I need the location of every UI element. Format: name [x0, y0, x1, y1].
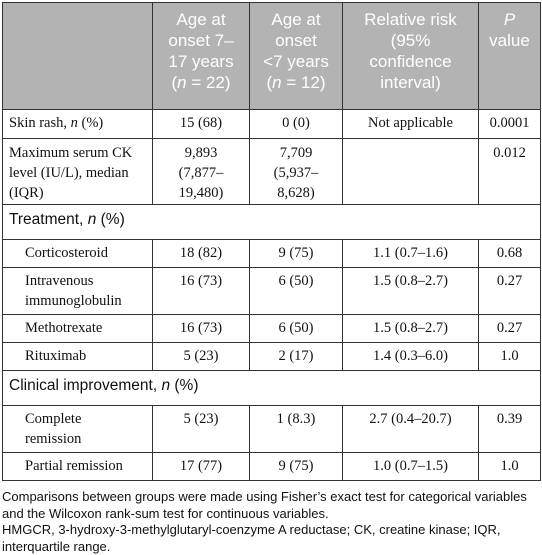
row-label: Corticosteroid: [2, 239, 153, 268]
cell-value: 0.68: [478, 239, 541, 268]
cell-value: 0.0001: [478, 109, 541, 139]
cell-value: 1.5 (0.8–2.7): [342, 267, 479, 315]
cell-value: 7,709 (5,937– 8,628): [249, 138, 343, 205]
table-row-corticosteroid: Corticosteroid 18 (82) 9 (75) 1.1 (0.7–1…: [2, 239, 541, 268]
table-row-skin-rash: Skin rash, n (%) 15 (68) 0 (0) Not appli…: [2, 109, 541, 139]
table-header-row: Age at onset 7– 17 years (n = 22) Age at…: [2, 2, 541, 110]
cell-value: 1.4 (0.3–6.0): [342, 342, 479, 371]
cell-value: 9 (75): [249, 239, 343, 268]
cell-value: 18 (82): [152, 239, 250, 268]
row-label: Rituximab: [2, 342, 153, 371]
table-row-ck: Maximum serum CK level (IU/L), median (I…: [2, 138, 541, 205]
table-row-methotrexate: Methotrexate 16 (73) 6 (50) 1.5 (0.8–2.7…: [2, 314, 541, 343]
table-row-rituximab: Rituximab 5 (23) 2 (17) 1.4 (0.3–6.0) 1.…: [2, 342, 541, 371]
cell-value: 0.012: [478, 138, 541, 205]
cell-value: 0.27: [478, 267, 541, 315]
section-heading: Treatment, n (%): [2, 204, 541, 240]
cell-value: 1.0 (0.7–1.5): [342, 452, 479, 481]
cell-value: 1.5 (0.8–2.7): [342, 314, 479, 343]
header-relative-risk: Relative risk (95% confidence interval): [342, 2, 479, 110]
row-label: Maximum serum CK level (IU/L), median (I…: [2, 138, 153, 205]
header-age-under-7: Age at onset <7 years (n = 12): [249, 2, 343, 110]
cell-value: 17 (77): [152, 452, 250, 481]
cell-value: 2 (17): [249, 342, 343, 371]
header-p-value: P value: [478, 2, 541, 110]
table-row-partial-remission: Partial remission 17 (77) 9 (75) 1.0 (0.…: [2, 452, 541, 481]
cell-value: 1 (8.3): [249, 405, 343, 453]
row-label: Partial remission: [2, 452, 153, 481]
results-table: Age at onset 7– 17 years (n = 22) Age at…: [2, 2, 541, 481]
section-heading: Clinical improvement, n (%): [2, 370, 541, 406]
cell-value: 1.1 (0.7–1.6): [342, 239, 479, 268]
footnote-abbreviations: HMGCR, 3-hydroxy-3-methylglutaryl-coenzy…: [2, 522, 501, 554]
cell-value: 6 (50): [249, 314, 343, 343]
table-row-ivig: Intravenous immunoglobulin 16 (73) 6 (50…: [2, 267, 541, 315]
cell-value: 9,893 (7,877– 19,480): [152, 138, 250, 205]
section-row-clinical-improvement: Clinical improvement, n (%): [2, 370, 541, 406]
cell-value: 5 (23): [152, 405, 250, 453]
cell-value: 15 (68): [152, 109, 250, 139]
cell-value: 9 (75): [249, 452, 343, 481]
section-row-treatment: Treatment, n (%): [2, 204, 541, 240]
cell-value: 16 (73): [152, 314, 250, 343]
cell-value: 0.27: [478, 314, 541, 343]
cell-value: [342, 138, 479, 205]
cell-value: 1.0: [478, 342, 541, 371]
row-label: Methotrexate: [2, 314, 153, 343]
cell-value: 6 (50): [249, 267, 343, 315]
cell-value: 16 (73): [152, 267, 250, 315]
footnote-tests: Comparisons between groups were made usi…: [2, 489, 527, 521]
table-footnotes: Comparisons between groups were made usi…: [2, 489, 540, 555]
cell-value: 0 (0): [249, 109, 343, 139]
row-label: Intravenous immunoglobulin: [2, 267, 153, 315]
row-label: Skin rash, n (%): [2, 109, 153, 139]
cell-value: 0.39: [478, 405, 541, 453]
header-blank: [2, 2, 153, 110]
table-row-complete-remission: Complete remission 5 (23) 1 (8.3) 2.7 (0…: [2, 405, 541, 453]
row-label: Complete remission: [2, 405, 153, 453]
cell-value: 2.7 (0.4–20.7): [342, 405, 479, 453]
header-age-7-17: Age at onset 7– 17 years (n = 22): [152, 2, 250, 110]
cell-value: 5 (23): [152, 342, 250, 371]
cell-value: Not applicable: [342, 109, 479, 139]
cell-value: 1.0: [478, 452, 541, 481]
